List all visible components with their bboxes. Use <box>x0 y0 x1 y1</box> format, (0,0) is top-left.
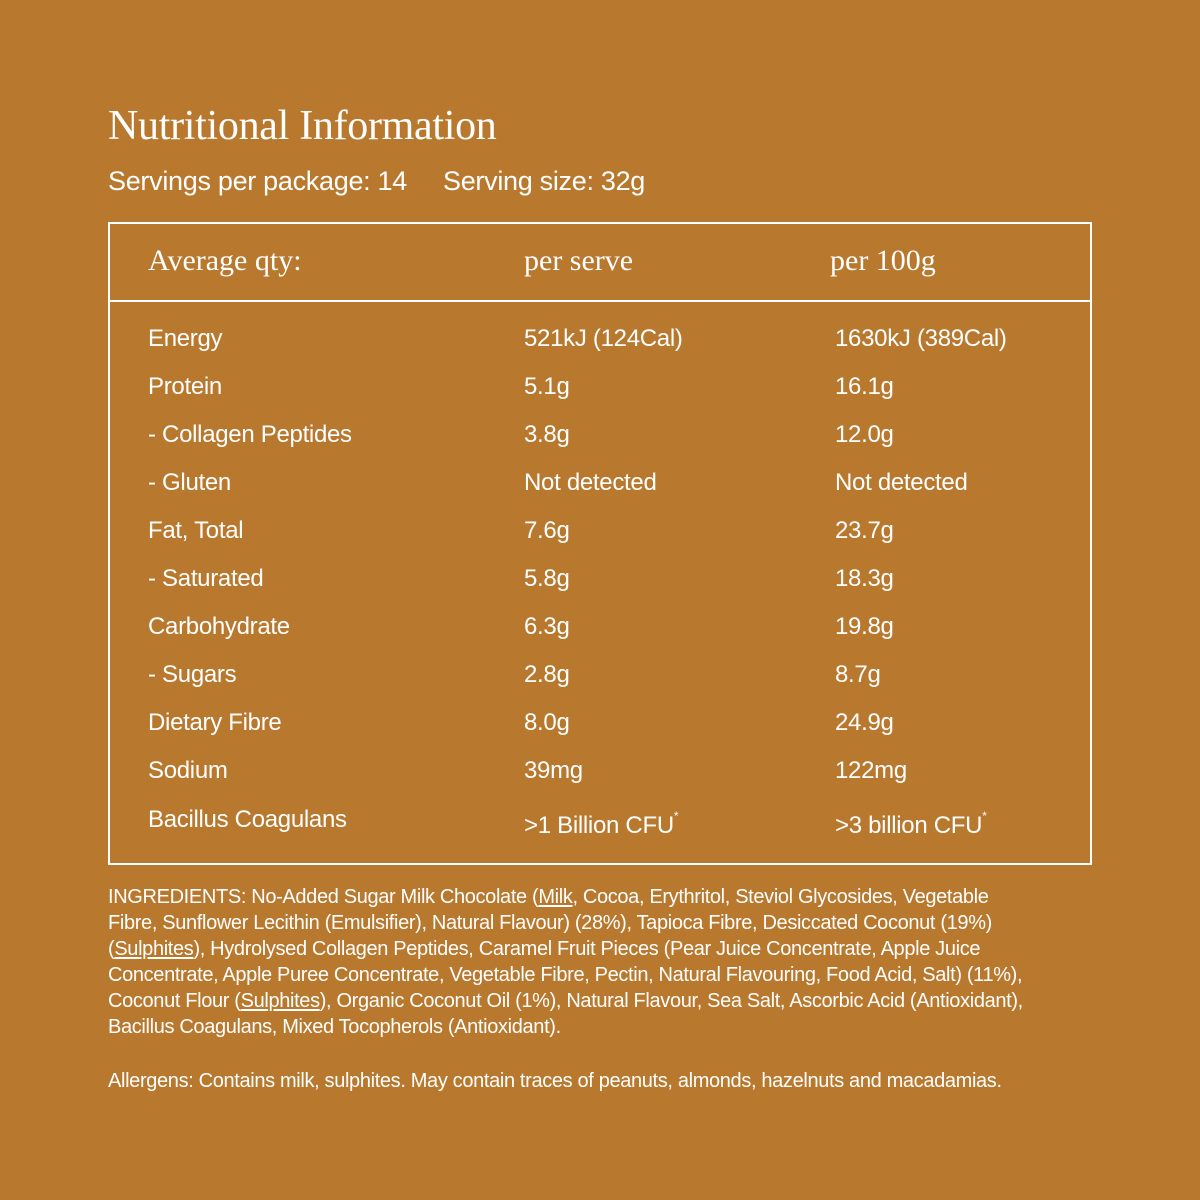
table-header: Average qty: per serve per 100g <box>110 224 1090 302</box>
nutrient-name: Sodium <box>148 757 228 784</box>
ingredients-line: INGREDIENTS: No-Added Sugar Milk Chocola… <box>108 884 1098 910</box>
nutrient-name: Carbohydrate <box>148 613 290 640</box>
table-row: Energy 521kJ (124Cal) 1630kJ (389Cal) <box>110 323 1090 371</box>
per-serve-value: 5.1g <box>524 373 570 400</box>
per-serve-value: 521kJ (124Cal) <box>524 325 683 352</box>
nutrient-name: - Sugars <box>148 661 237 688</box>
per-serve-value: 5.8g <box>524 565 570 592</box>
servings-info: Servings per package: 14 Serving size: 32… <box>108 166 645 197</box>
allergen-sulphites: Sulphites <box>240 990 320 1012</box>
serving-size: Serving size: 32g <box>443 166 646 196</box>
table-row: Fat, Total 7.6g 23.7g <box>110 515 1090 563</box>
per-serve-value: 3.8g <box>524 421 570 448</box>
per-100g-value: 19.8g <box>835 613 894 640</box>
nutrition-table: Average qty: per serve per 100g Energy 5… <box>108 222 1092 865</box>
table-row: Sodium 39mg 122mg <box>110 755 1090 803</box>
ingredients-line: Bacillus Coagulans, Mixed Tocopherols (A… <box>108 1016 561 1038</box>
nutrient-name: - Saturated <box>148 565 264 592</box>
per-serve-value: 7.6g <box>524 517 570 544</box>
table-row: Protein 5.1g 16.1g <box>110 371 1090 419</box>
allergen-milk: Milk <box>538 886 573 908</box>
nutrient-name: - Gluten <box>148 469 231 496</box>
ingredients-text-part: ), Hydrolysed Collagen Peptides, Caramel… <box>193 938 981 960</box>
page-title: Nutritional Information <box>108 103 497 149</box>
table-row: - Gluten Not detected Not detected <box>110 467 1090 515</box>
ingredients-text-part: ), Organic Coconut Oil (1%), Natural Fla… <box>319 990 1023 1012</box>
table-row: - Collagen Peptides 3.8g 12.0g <box>110 419 1090 467</box>
per-100g-value: 1630kJ (389Cal) <box>835 325 1007 352</box>
per-100g-value: 24.9g <box>835 709 894 736</box>
table-row: Bacillus Coagulans >1 Billion CFU* >3 bi… <box>110 804 1090 852</box>
per-100g-cfu: >3 billion CFU <box>835 812 983 839</box>
table-row: Dietary Fibre 8.0g 24.9g <box>110 707 1090 755</box>
header-per-100g: per 100g <box>830 244 936 277</box>
footnote-mark: * <box>982 809 987 823</box>
allergens-text: Allergens: Contains milk, sulphites. May… <box>108 1070 1002 1092</box>
per-100g-value: 18.3g <box>835 565 894 592</box>
ingredients-line: Fibre, Sunflower Lecithin (Emulsifier), … <box>108 912 992 934</box>
table-row: Carbohydrate 6.3g 19.8g <box>110 611 1090 659</box>
per-100g-value: 122mg <box>835 757 907 784</box>
per-100g-value: 12.0g <box>835 421 894 448</box>
ingredients-text-part: Coconut Flour ( <box>108 990 241 1012</box>
table-row: - Saturated 5.8g 18.3g <box>110 563 1090 611</box>
per-serve-value: 39mg <box>524 757 583 784</box>
ingredients-text-part: INGREDIENTS: No-Added Sugar Milk Chocola… <box>108 886 539 908</box>
ingredients-line: Concentrate, Apple Puree Concentrate, Ve… <box>108 964 1023 986</box>
per-100g-value: Not detected <box>835 469 968 496</box>
per-100g-value: 23.7g <box>835 517 894 544</box>
ingredients-line: Coconut Flour (Sulphites), Organic Cocon… <box>108 988 1098 1014</box>
nutrient-name: Fat, Total <box>148 517 244 544</box>
per-100g-value: 16.1g <box>835 373 894 400</box>
nutrient-name: - Collagen Peptides <box>148 421 352 448</box>
ingredients-line: (Sulphites), Hydrolysed Collagen Peptide… <box>108 936 1098 962</box>
footnote-mark: * <box>673 809 679 823</box>
servings-per-package: Servings per package: 14 <box>108 166 407 196</box>
header-per-serve: per serve <box>524 244 634 277</box>
ingredients-text-part: , Cocoa, Erythritol, Steviol Glycosides,… <box>572 886 989 908</box>
ingredients-text-part: ( <box>108 938 115 960</box>
per-serve-value: 8.0g <box>524 709 570 736</box>
nutrient-name: Bacillus Coagulans <box>148 806 347 833</box>
allergen-sulphites: Sulphites <box>114 938 194 960</box>
nutrient-name: Dietary Fibre <box>148 709 282 736</box>
per-serve-value: Not detected <box>524 469 657 496</box>
per-serve-value: >1 Billion CFU* <box>524 804 679 842</box>
nutrient-name: Protein <box>148 373 222 400</box>
per-100g-value: 8.7g <box>835 661 881 688</box>
per-100g-value: >3 billion CFU* <box>835 804 987 842</box>
per-serve-value: 2.8g <box>524 661 570 688</box>
nutrient-name: Energy <box>148 325 223 352</box>
header-average-qty: Average qty: <box>148 244 302 277</box>
table-row: - Sugars 2.8g 8.7g <box>110 659 1090 707</box>
per-serve-cfu: >1 Billion CFU <box>524 812 674 839</box>
per-serve-value: 6.3g <box>524 613 570 640</box>
ingredients-text: INGREDIENTS: No-Added Sugar Milk Chocola… <box>108 884 1098 1040</box>
